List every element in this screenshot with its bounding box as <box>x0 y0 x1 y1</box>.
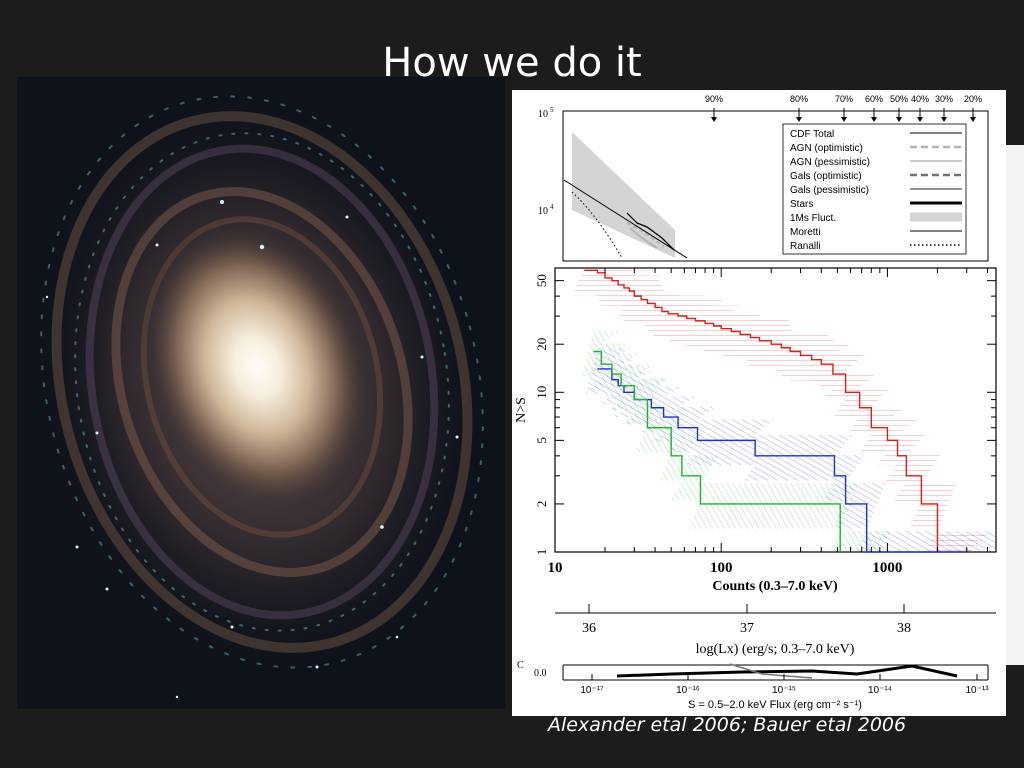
legend-label: Gals (optimistic) <box>790 171 862 182</box>
y-tick-label: 1 <box>534 549 549 556</box>
completeness-tick-label: 20% <box>964 94 982 104</box>
legend-label: 1Ms Fluct. <box>790 213 836 224</box>
top-ytick-1e5: 10 <box>538 109 548 120</box>
y-tick-label: 10 <box>534 386 549 399</box>
series-line <box>597 368 962 553</box>
uncertainty-band <box>572 268 991 552</box>
citation-caption: Alexander etal 2006; Bauer etal 2006 <box>548 714 907 736</box>
main-panel: 10 100 1000 1 2 5 10 20 50 Counts (0.3–7.0 keV)… <box>512 262 1006 680</box>
series-line <box>593 350 841 552</box>
legend-label: AGN (pessimistic) <box>790 157 870 168</box>
top-panel: 90% 80% 70% 60% 50% 40% 30% 20% 10 5 10 4 CDF Tot… <box>538 94 989 262</box>
background-figure-edge <box>1006 145 1024 665</box>
fluct-band <box>572 132 675 258</box>
legend-label: Moretti <box>790 227 821 238</box>
legend-label: Stars <box>790 199 813 210</box>
lx-tick-label: 36 <box>582 621 596 636</box>
completeness-tick-label: 40% <box>911 94 929 104</box>
bottom-line-black <box>616 664 958 678</box>
flux-xlabel: S = 0.5–2.0 keV Flux (erg cm⁻² s⁻¹) <box>688 699 862 711</box>
y-tick-label: 50 <box>534 274 549 287</box>
svg-text:4: 4 <box>550 203 554 211</box>
legend-label: Gals (pessimistic) <box>790 185 869 196</box>
flux-tick-label: 10⁻¹⁶ <box>676 685 700 696</box>
flux-tick-label: 10⁻¹⁴ <box>868 685 892 696</box>
x-tick-label: 1000 <box>872 560 902 576</box>
uncertainty-band <box>581 330 894 552</box>
flux-tick-label: 10⁻¹³ <box>965 685 989 696</box>
bottom-ylabel: C <box>517 660 524 671</box>
top-ytick-1e4: 10 <box>538 206 548 217</box>
agn-pess-line <box>629 227 658 249</box>
completeness-tick-label: 70% <box>835 94 853 104</box>
lx-label: log(Lx) (erg/s; 0.3–7.0 keV) <box>696 642 855 657</box>
bottom-ytick: 0.0 <box>534 668 547 679</box>
completeness-tick-label: 60% <box>865 94 883 104</box>
figure-composite: 90% 80% 70% 60% 50% 40% 30% 20% 10 5 10 4 CDF Tot… <box>512 90 1006 716</box>
flux-tick-label: 10⁻¹⁵ <box>772 685 796 696</box>
main-xlabel: Counts (0.3–7.0 keV) <box>712 579 838 594</box>
bottom-line-gray <box>729 663 813 679</box>
completeness-tick-label: 50% <box>890 94 908 104</box>
main-ylabel: N>S <box>514 397 529 423</box>
legend-label: CDF Total <box>790 129 834 140</box>
lx-tick-label: 38 <box>897 621 911 636</box>
legend-label: Ranalli <box>790 241 821 252</box>
y-tick-label: 20 <box>534 338 549 351</box>
lx-tick-label: 37 <box>740 621 754 636</box>
cdf-total-line <box>626 212 675 251</box>
completeness-tick-label: 90% <box>705 94 723 104</box>
x-tick-label: 100 <box>710 560 733 576</box>
svg-text:5: 5 <box>550 106 554 114</box>
galaxy-photo <box>17 77 505 709</box>
y-tick-label: 5 <box>534 437 549 444</box>
completeness-tick-label: 30% <box>935 94 953 104</box>
series-line <box>584 269 939 552</box>
x-tick-label: 10 <box>548 560 563 576</box>
moretti-line <box>563 179 688 259</box>
y-tick-label: 2 <box>534 501 549 508</box>
legend-label: AGN (optimistic) <box>790 143 863 154</box>
uncertainty-band <box>585 348 996 552</box>
agn-opt-line <box>626 222 665 248</box>
completeness-ticks: 90% 80% 70% 60% 50% 40% 30% 20% <box>705 94 982 122</box>
completeness-tick-label: 80% <box>790 94 808 104</box>
flux-tick-label: 10⁻¹⁷ <box>580 685 604 696</box>
bottom-panel: 0.0 C 10⁻¹⁷ 10⁻¹⁶ 10⁻¹⁵ 10⁻¹⁴ 10⁻¹³ S = 0.5–… <box>517 660 989 711</box>
